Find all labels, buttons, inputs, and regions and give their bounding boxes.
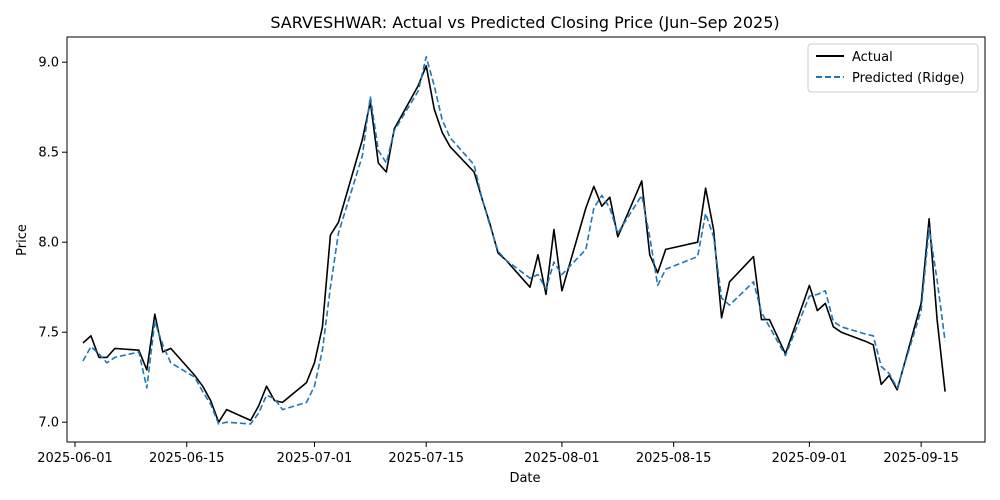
chart-title: SARVESHWAR: Actual vs Predicted Closing … [270, 13, 779, 32]
y-tick-label: 8.5 [38, 146, 59, 161]
y-tick-label: 7.5 [38, 326, 59, 341]
y-tick-label: 8.0 [38, 236, 59, 251]
x-tick-label: 2025-08-01 [524, 451, 600, 466]
x-tick-label: 2025-09-01 [772, 451, 848, 466]
x-tick-label: 2025-08-15 [636, 451, 712, 466]
plot-area [66, 36, 986, 443]
x-tick-label: 2025-06-15 [149, 451, 225, 466]
legend-box [807, 43, 979, 93]
y-axis-label: Price [15, 224, 30, 256]
legend-label-predicted: Predicted (Ridge) [852, 71, 964, 86]
x-tick-label: 2025-09-15 [883, 451, 959, 466]
x-axis: 2025-06-01 2025-06-15 2025-07-01 2025-07-15… [37, 442, 959, 466]
x-axis-label: Date [509, 471, 540, 486]
x-tick-label: 2025-07-15 [388, 451, 464, 466]
y-tick-label: 7.0 [38, 416, 59, 431]
x-tick-label: 2025-06-01 [37, 451, 113, 466]
y-tick-label: 9.0 [38, 56, 59, 71]
series-lines [82, 55, 946, 425]
series-line-actual [82, 65, 946, 424]
x-tick-label: 2025-07-01 [277, 451, 353, 466]
plot-frame [66, 36, 986, 443]
y-axis: 7.0 7.5 8.0 8.5 9.0 [38, 56, 67, 431]
series-line-predicted [82, 55, 946, 425]
legend: Actual Predicted (Ridge) [807, 43, 979, 93]
legend-label-actual: Actual [852, 50, 893, 65]
